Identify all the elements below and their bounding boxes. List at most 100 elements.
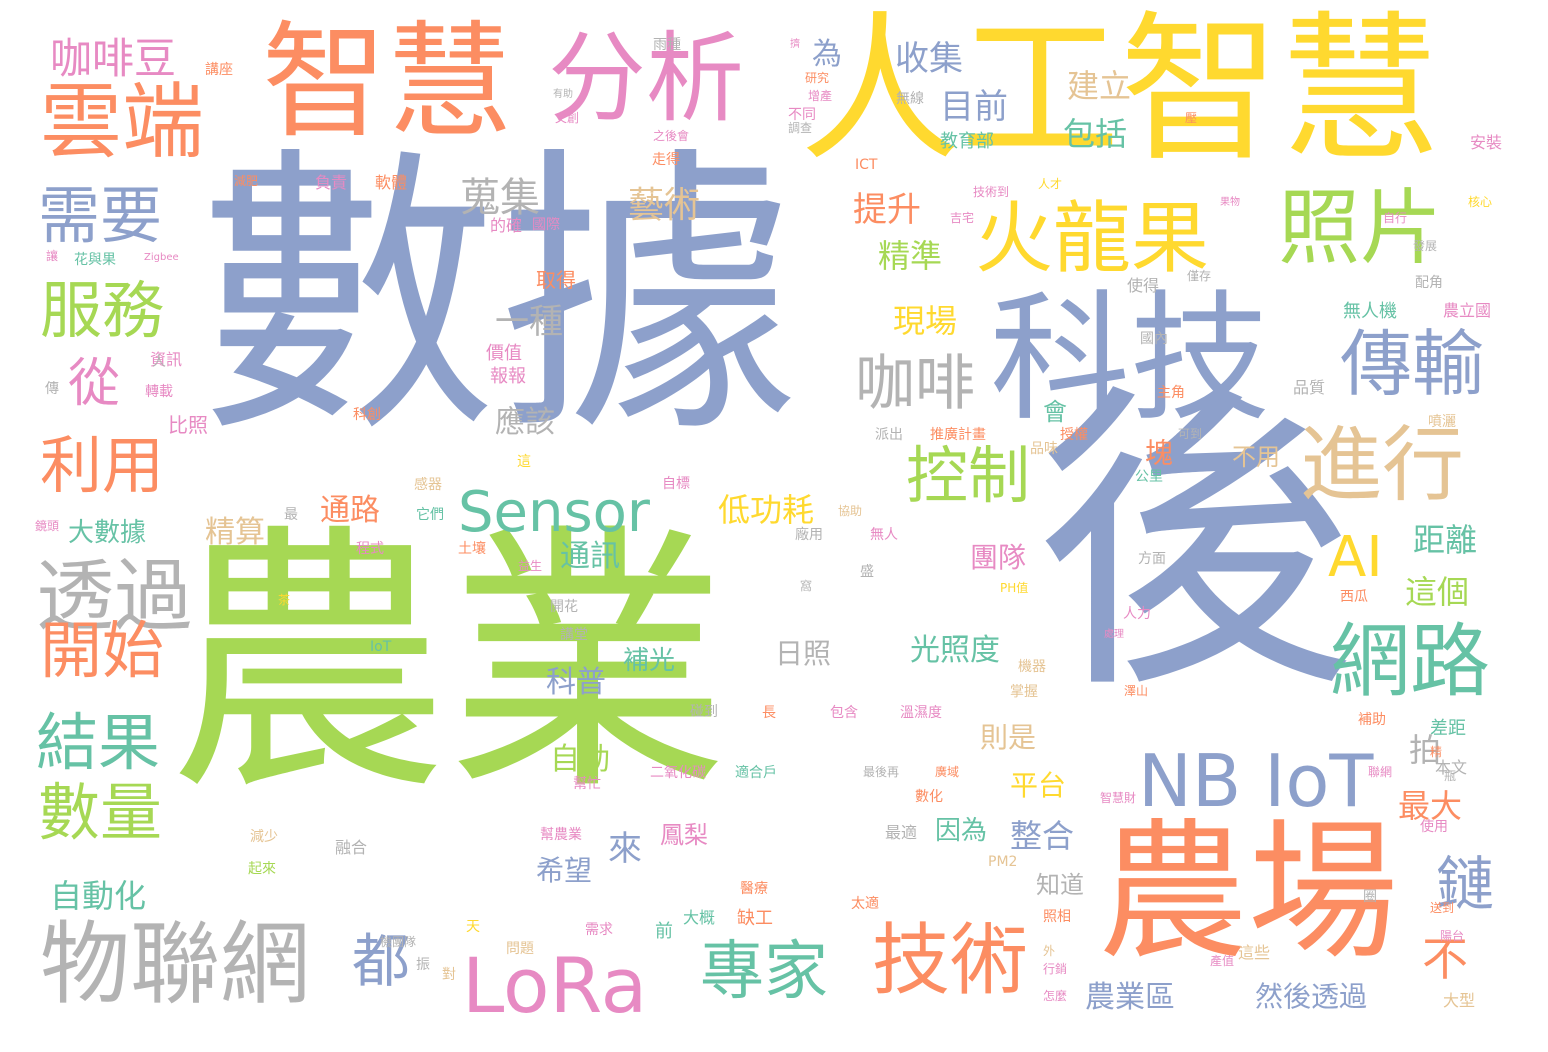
cloud-word: 知道 bbox=[1036, 871, 1084, 899]
cloud-word: 精準 bbox=[878, 237, 943, 275]
cloud-word: 機器 bbox=[1018, 659, 1046, 675]
cloud-word: 然後透過 bbox=[1255, 980, 1368, 1013]
cloud-word: PH值 bbox=[1000, 581, 1029, 595]
cloud-word: 來 bbox=[608, 829, 642, 869]
cloud-word: 則是 bbox=[980, 721, 1037, 754]
cloud-word: 轉載 bbox=[145, 384, 173, 400]
cloud-word: 科創 bbox=[353, 407, 381, 423]
cloud-word: 應該 bbox=[495, 405, 555, 440]
cloud-word: 振 bbox=[416, 957, 430, 973]
cloud-word: 開花 bbox=[550, 599, 578, 615]
cloud-word: 鳳梨 bbox=[660, 821, 708, 849]
cloud-word: 資訊 bbox=[150, 350, 183, 369]
cloud-word: 吉宅 bbox=[950, 211, 975, 225]
cloud-word: 鏡頭 bbox=[35, 519, 60, 533]
cloud-word: 科普 bbox=[546, 665, 606, 700]
cloud-word: 處理 bbox=[1104, 629, 1124, 640]
cloud-word: 自動 bbox=[550, 742, 610, 777]
cloud-word: 科技 bbox=[990, 278, 1271, 441]
cloud-word: 外 bbox=[1043, 944, 1056, 958]
cloud-word: 補光 bbox=[623, 646, 676, 676]
cloud-word: 減少 bbox=[250, 829, 278, 845]
cloud-word: 數化 bbox=[915, 789, 943, 805]
cloud-word: 增產 bbox=[808, 89, 833, 103]
cloud-word: 咖啡 bbox=[855, 349, 975, 419]
cloud-word: Zigbee bbox=[144, 252, 179, 263]
cloud-word: 掌握 bbox=[1010, 684, 1038, 700]
cloud-word: 目前 bbox=[940, 87, 1008, 127]
cloud-word: 包含 bbox=[830, 705, 858, 721]
cloud-word: 圈 bbox=[1363, 889, 1377, 905]
cloud-word: 最大 bbox=[1398, 787, 1463, 825]
cloud-word: 窩 bbox=[800, 579, 813, 593]
cloud-word: 精算 bbox=[205, 515, 265, 550]
cloud-word: 有助 bbox=[553, 89, 573, 100]
cloud-word: 幫農業 bbox=[540, 827, 582, 843]
cloud-word: 平台 bbox=[1010, 769, 1067, 802]
cloud-word: 程式 bbox=[356, 541, 384, 557]
cloud-word: 廠用 bbox=[795, 527, 823, 543]
cloud-word: 國內 bbox=[1140, 331, 1168, 347]
cloud-word: 為 bbox=[812, 37, 842, 72]
cloud-word: 自動化 bbox=[50, 877, 147, 915]
cloud-word: 辦理 bbox=[574, 703, 607, 722]
cloud-word: 現場 bbox=[893, 302, 958, 340]
cloud-word: 差距 bbox=[1430, 718, 1466, 739]
cloud-word: 這 bbox=[517, 454, 531, 470]
cloud-word: 智慧財 bbox=[1100, 791, 1137, 805]
cloud-word: 產值 bbox=[1210, 954, 1235, 968]
cloud-word: 會 bbox=[1043, 398, 1067, 426]
cloud-word: 專家 bbox=[700, 935, 828, 1009]
cloud-word: 光照度 bbox=[910, 633, 1000, 668]
cloud-word: 瓶 bbox=[1444, 769, 1457, 783]
cloud-word: 藝術 bbox=[628, 185, 701, 226]
cloud-word: 推廣計畫 bbox=[930, 427, 986, 443]
cloud-word: 茶 bbox=[278, 593, 291, 607]
cloud-word: AI bbox=[1328, 525, 1383, 590]
cloud-word: 軟體 bbox=[375, 173, 408, 192]
cloud-word: 自行 bbox=[1383, 211, 1408, 225]
cloud-word: 配角 bbox=[1415, 275, 1443, 291]
cloud-word: Sensor bbox=[458, 480, 650, 545]
cloud-word: 服務 bbox=[40, 274, 165, 347]
cloud-word: 醫療 bbox=[740, 881, 768, 897]
cloud-word: 技術到 bbox=[973, 185, 1010, 199]
cloud-word: 大型 bbox=[1443, 991, 1476, 1010]
cloud-word: 利用 bbox=[40, 429, 165, 502]
cloud-word: 需要 bbox=[38, 179, 163, 252]
cloud-word: 價值 bbox=[486, 343, 522, 364]
cloud-word: 廣域 bbox=[935, 765, 960, 779]
cloud-word: 塊 bbox=[1141, 438, 1174, 466]
cloud-word: 智慧 bbox=[262, 10, 512, 155]
cloud-word: 一種 bbox=[495, 302, 563, 342]
cloud-word: 益生 bbox=[518, 559, 543, 573]
cloud-word: 公里 bbox=[1135, 469, 1163, 485]
cloud-word: 碰到 bbox=[690, 704, 718, 720]
cloud-word: 傳輸 bbox=[1340, 322, 1485, 406]
cloud-word: 農立國 bbox=[1443, 301, 1492, 320]
cloud-word: 包括 bbox=[1063, 115, 1128, 153]
cloud-word: 問題 bbox=[506, 941, 534, 957]
cloud-word: 鏈 bbox=[1436, 850, 1495, 918]
cloud-word: 照相 bbox=[1043, 909, 1071, 925]
cloud-word: 研究 bbox=[805, 71, 830, 85]
cloud-word: 主角 bbox=[1157, 385, 1185, 401]
cloud-word: 希望 bbox=[536, 854, 593, 887]
cloud-word: 控制 bbox=[906, 439, 1031, 512]
cloud-word: 陽台 bbox=[1440, 929, 1465, 943]
cloud-word: 雨種 bbox=[653, 37, 681, 53]
cloud-word: IoT bbox=[370, 639, 392, 655]
cloud-word: 自標 bbox=[662, 476, 690, 492]
cloud-word: 它們 bbox=[416, 507, 444, 523]
cloud-word: 比照 bbox=[168, 413, 208, 437]
cloud-word: 盛 bbox=[860, 564, 874, 580]
cloud-word: 咖啡豆 bbox=[50, 34, 177, 83]
cloud-word: 開始 bbox=[40, 614, 165, 687]
cloud-word: ICT bbox=[855, 157, 878, 173]
cloud-word: 從 bbox=[68, 354, 121, 414]
cloud-word: 品質 bbox=[1293, 378, 1326, 397]
cloud-word: 讓 bbox=[46, 249, 59, 263]
cloud-word: 最適 bbox=[885, 823, 918, 842]
cloud-word: 需求 bbox=[585, 922, 613, 938]
cloud-word: LoRa bbox=[462, 941, 648, 1030]
